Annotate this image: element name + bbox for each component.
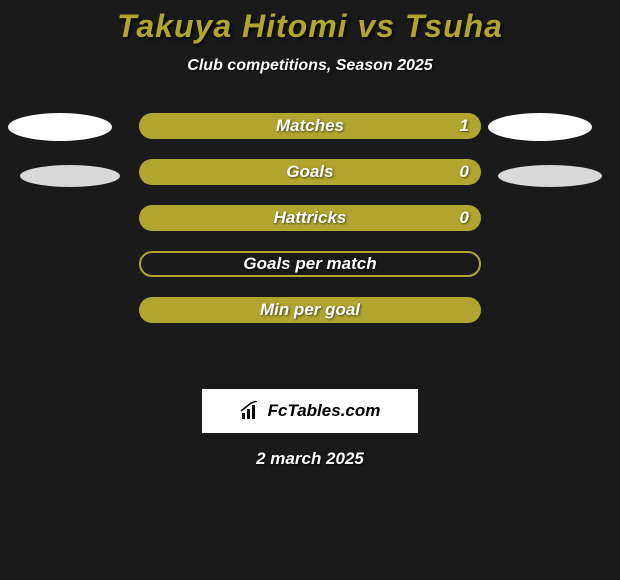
stat-row: Hattricks 0 [0,205,620,251]
stat-row: Min per goal [0,297,620,343]
attribution-logo: FcTables.com [202,389,418,433]
stat-bar-min-per-goal: Min per goal [139,297,481,323]
bar-chart-icon [240,401,262,421]
comparison-title: Takuya Hitomi vs Tsuha [0,8,620,45]
stat-bar-goals-per-match: Goals per match [139,251,481,277]
title-text: Takuya Hitomi vs Tsuha [117,8,503,44]
infographic-container: Takuya Hitomi vs Tsuha Club competitions… [0,0,620,469]
stat-value: 1 [460,116,469,136]
stat-bar-goals: Goals 0 [139,159,481,185]
stat-label: Matches [276,116,344,136]
date-text: 2 march 2025 [0,449,620,469]
stat-label: Hattricks [274,208,347,228]
stat-label: Min per goal [260,300,360,320]
stat-row: Goals per match [0,251,620,297]
stat-row: Goals 0 [0,159,620,205]
stat-bar-matches: Matches 1 [139,113,481,139]
stat-bar-hattricks: Hattricks 0 [139,205,481,231]
stat-value: 0 [460,208,469,228]
logo-text: FcTables.com [268,401,381,421]
stat-value: 0 [460,162,469,182]
stat-label: Goals per match [243,254,376,274]
subtitle: Club competitions, Season 2025 [0,57,620,75]
stats-area: Matches 1 Goals 0 Hattricks 0 [0,113,620,373]
stat-label: Goals [286,162,333,182]
stat-row: Matches 1 [0,113,620,159]
